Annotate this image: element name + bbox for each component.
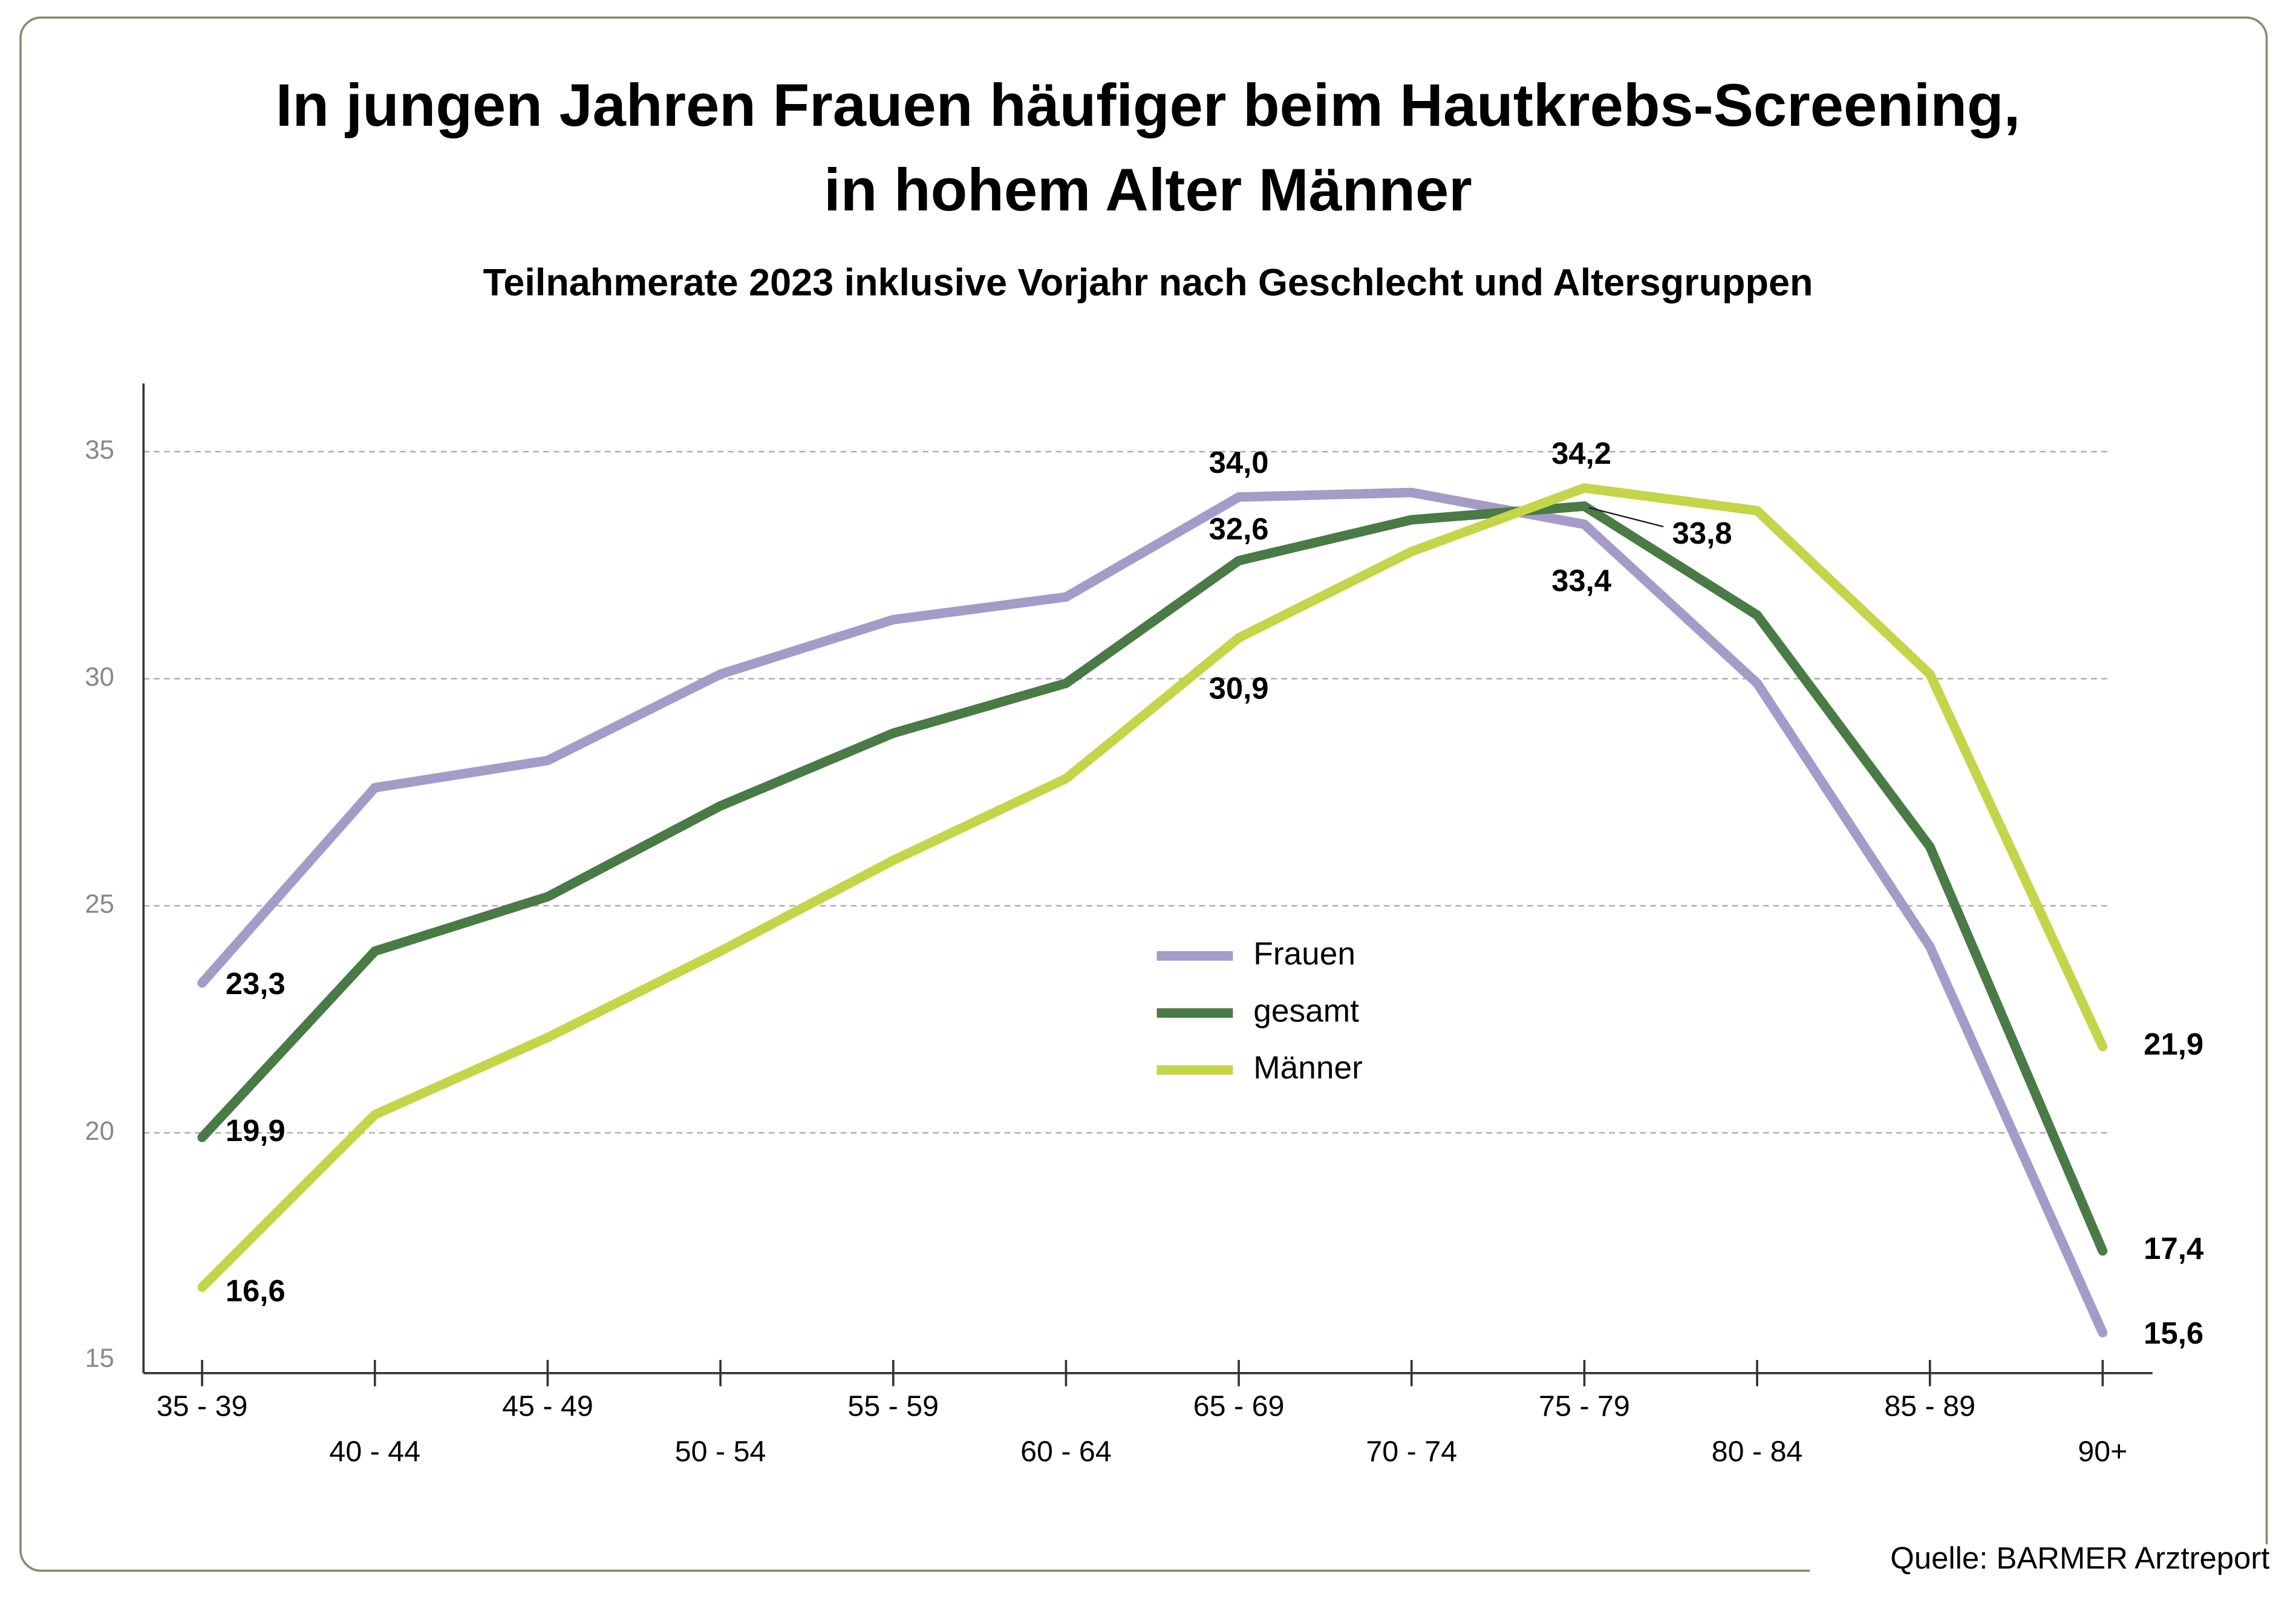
x-tick-label: 60 - 64	[1020, 1436, 1112, 1468]
point	[197, 978, 207, 988]
point	[1234, 633, 1244, 643]
data-label: 34,2	[1551, 436, 1611, 470]
data-label: 30,9	[1209, 671, 1269, 705]
point	[1752, 610, 1762, 620]
point	[543, 1033, 553, 1042]
y-tick-label: 15	[85, 1344, 114, 1373]
data-label: 32,6	[1209, 512, 1269, 546]
x-tick-label: 45 - 49	[502, 1390, 593, 1423]
point	[197, 1133, 207, 1142]
point	[889, 615, 898, 625]
x-tick-label: 75 - 79	[1539, 1390, 1630, 1423]
point	[1752, 506, 1762, 516]
point	[543, 755, 553, 766]
x-tick-label: 55 - 59	[847, 1390, 939, 1423]
point	[1579, 519, 1590, 529]
chart-title: in hohem Alter Männer	[824, 157, 1472, 224]
point	[370, 782, 380, 793]
point	[2098, 1042, 2108, 1052]
x-tick-label: 40 - 44	[329, 1436, 420, 1468]
data-label: 33,4	[1551, 563, 1611, 597]
legend-label: gesamt	[1253, 993, 1359, 1029]
point	[716, 946, 725, 956]
point	[1061, 592, 1071, 602]
point	[370, 946, 380, 956]
data-label: 19,9	[226, 1113, 285, 1148]
point	[889, 728, 898, 738]
point	[1579, 483, 1590, 493]
y-tick-label: 30	[85, 663, 114, 692]
data-label: 21,9	[2144, 1027, 2203, 1061]
point	[1925, 842, 1935, 852]
point	[2098, 1328, 2108, 1338]
data-label: 23,3	[226, 966, 285, 1001]
x-tick-label: 80 - 84	[1712, 1436, 1803, 1468]
source-gap	[1810, 1544, 2278, 1589]
line	[198, 487, 2107, 1335]
data-label: 17,4	[2144, 1231, 2203, 1266]
point	[1407, 515, 1417, 525]
point	[2098, 1246, 2108, 1256]
leader-line	[1588, 507, 1664, 528]
x-tick-label: 35 - 39	[157, 1390, 248, 1423]
x-tick-label: 65 - 69	[1193, 1390, 1285, 1423]
x-tick-label: 50 - 54	[675, 1436, 766, 1468]
point	[1061, 678, 1071, 688]
point	[1234, 492, 1244, 502]
source: Quelle: BARMER Arztreport	[1890, 1541, 2269, 1575]
point	[716, 669, 725, 679]
point	[197, 1283, 207, 1292]
point	[1234, 556, 1244, 565]
x-tick-label: 90+	[2078, 1436, 2127, 1468]
point	[1925, 941, 1935, 952]
frame	[19, 16, 2268, 1572]
line	[198, 483, 2107, 1291]
point	[716, 801, 725, 811]
point	[1925, 669, 1935, 679]
data-label: 33,8	[1672, 516, 1732, 550]
y-tick-label: 35	[85, 435, 114, 464]
point	[1579, 501, 1590, 511]
y-tick-label: 25	[85, 889, 114, 919]
point	[1407, 547, 1417, 556]
y-tick-label: 20	[85, 1117, 114, 1146]
point	[543, 892, 553, 902]
data-label: 15,6	[2144, 1316, 2203, 1350]
chart-subtitle: Teilnahmerate 2023 inklusive Vorjahr nac…	[483, 262, 1813, 304]
line	[198, 501, 2107, 1253]
legend-label: Frauen	[1253, 936, 1355, 972]
point	[1752, 678, 1762, 688]
point	[370, 1110, 380, 1120]
legend-label: Männer	[1253, 1050, 1363, 1086]
x-tick-label: 70 - 74	[1366, 1436, 1457, 1468]
data-label: 16,6	[226, 1273, 285, 1308]
chart-title: In jungen Jahren Frauen häufiger beim Ha…	[276, 72, 2020, 139]
point	[1407, 487, 1417, 498]
point	[889, 856, 898, 865]
x-tick-label: 85 - 89	[1884, 1390, 1975, 1423]
point	[1061, 773, 1071, 784]
data-label: 34,0	[1209, 445, 1269, 480]
